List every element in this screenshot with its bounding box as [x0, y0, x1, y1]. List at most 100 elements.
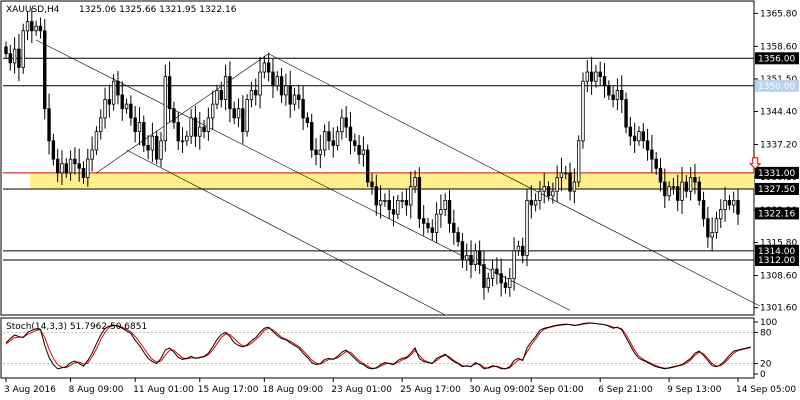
candle-body [598, 71, 602, 78]
level-label-2-box [755, 166, 799, 179]
candle-body [650, 149, 654, 160]
candle-body [387, 200, 391, 210]
candle [344, 105, 348, 138]
candle [17, 34, 21, 82]
candle-body [374, 186, 379, 206]
candle-body [172, 108, 176, 123]
current-price-label-box [755, 207, 799, 220]
candle-body [17, 48, 21, 68]
candle-body [671, 186, 676, 189]
candle-body [271, 71, 275, 87]
level-label-5: 1312.00 [758, 256, 795, 266]
candle [701, 191, 706, 227]
candle [628, 116, 633, 146]
candle-body [503, 282, 508, 288]
candle-body [245, 99, 249, 133]
candle-body [258, 71, 262, 96]
candle [116, 70, 120, 105]
candle [8, 45, 13, 71]
level-label-3-box [755, 182, 799, 195]
candle-body [81, 167, 86, 178]
candle [512, 237, 516, 291]
candle [671, 177, 676, 195]
time-tick-label: 11 Aug 01:00 [133, 385, 194, 395]
candle [443, 193, 447, 216]
candle-body [409, 186, 413, 206]
candle-body [322, 131, 327, 151]
candle [348, 111, 353, 155]
candle [693, 163, 697, 195]
candle-body [12, 48, 17, 64]
candle [533, 193, 538, 212]
time-tick-label: 8 Aug 09:00 [69, 385, 124, 395]
candle [564, 165, 568, 180]
candle-body [353, 140, 357, 146]
candle [611, 86, 615, 108]
candle-body [611, 94, 615, 100]
candle-body [521, 245, 525, 256]
candle-body [486, 277, 490, 288]
candle-body [482, 264, 486, 288]
candles [4, 8, 740, 300]
candle [447, 190, 452, 233]
candle-body [314, 149, 318, 155]
candle [598, 61, 602, 86]
candle [404, 188, 409, 216]
candle-body [469, 255, 473, 265]
candle [710, 217, 714, 251]
candle-body [632, 135, 637, 142]
candle [688, 167, 693, 201]
candle-body [99, 117, 103, 133]
candle [228, 61, 232, 123]
candle-body [391, 209, 396, 215]
candle [357, 135, 361, 164]
candle-body [77, 163, 81, 169]
candle-body [447, 200, 452, 224]
candle-body [620, 89, 624, 100]
candle-body [107, 99, 112, 105]
channel-lines [36, 39, 760, 316]
candle [202, 119, 206, 139]
candle [538, 180, 542, 210]
candle [525, 188, 529, 267]
chart-header-ohlc: 1325.06 1325.66 1321.95 1322.16 [79, 5, 237, 15]
candle-body [232, 108, 236, 119]
candle-body [64, 163, 68, 174]
candle [723, 186, 727, 222]
candle [426, 217, 430, 233]
candle [391, 196, 396, 227]
price-tick-label: 1308.60 [760, 272, 797, 282]
candle-body [460, 241, 465, 261]
level-label-0-box [755, 52, 799, 65]
candle-body [124, 103, 129, 110]
candle-body [133, 117, 137, 133]
candle [133, 105, 137, 143]
candle-body [301, 99, 305, 119]
candle-body [533, 200, 538, 206]
candle [180, 127, 185, 153]
candle [499, 258, 503, 297]
candle [370, 173, 374, 195]
candle-body [335, 131, 340, 146]
candle [727, 194, 732, 210]
support-zone [30, 172, 754, 189]
candle [99, 109, 103, 140]
candle-body [370, 181, 374, 188]
candle [172, 101, 176, 129]
candle-body [47, 108, 51, 142]
candle-body [68, 158, 73, 174]
candle [103, 87, 107, 129]
candle-body [90, 149, 94, 160]
candle [176, 112, 180, 151]
candle [654, 152, 658, 175]
candle-body [697, 181, 701, 201]
candle [650, 134, 654, 173]
level-label-4-box [755, 244, 799, 257]
candle-body [215, 89, 219, 105]
candle [555, 165, 559, 202]
level-label-4: 1314.00 [758, 247, 795, 257]
candle-body [103, 99, 107, 119]
candle-body [279, 76, 284, 96]
